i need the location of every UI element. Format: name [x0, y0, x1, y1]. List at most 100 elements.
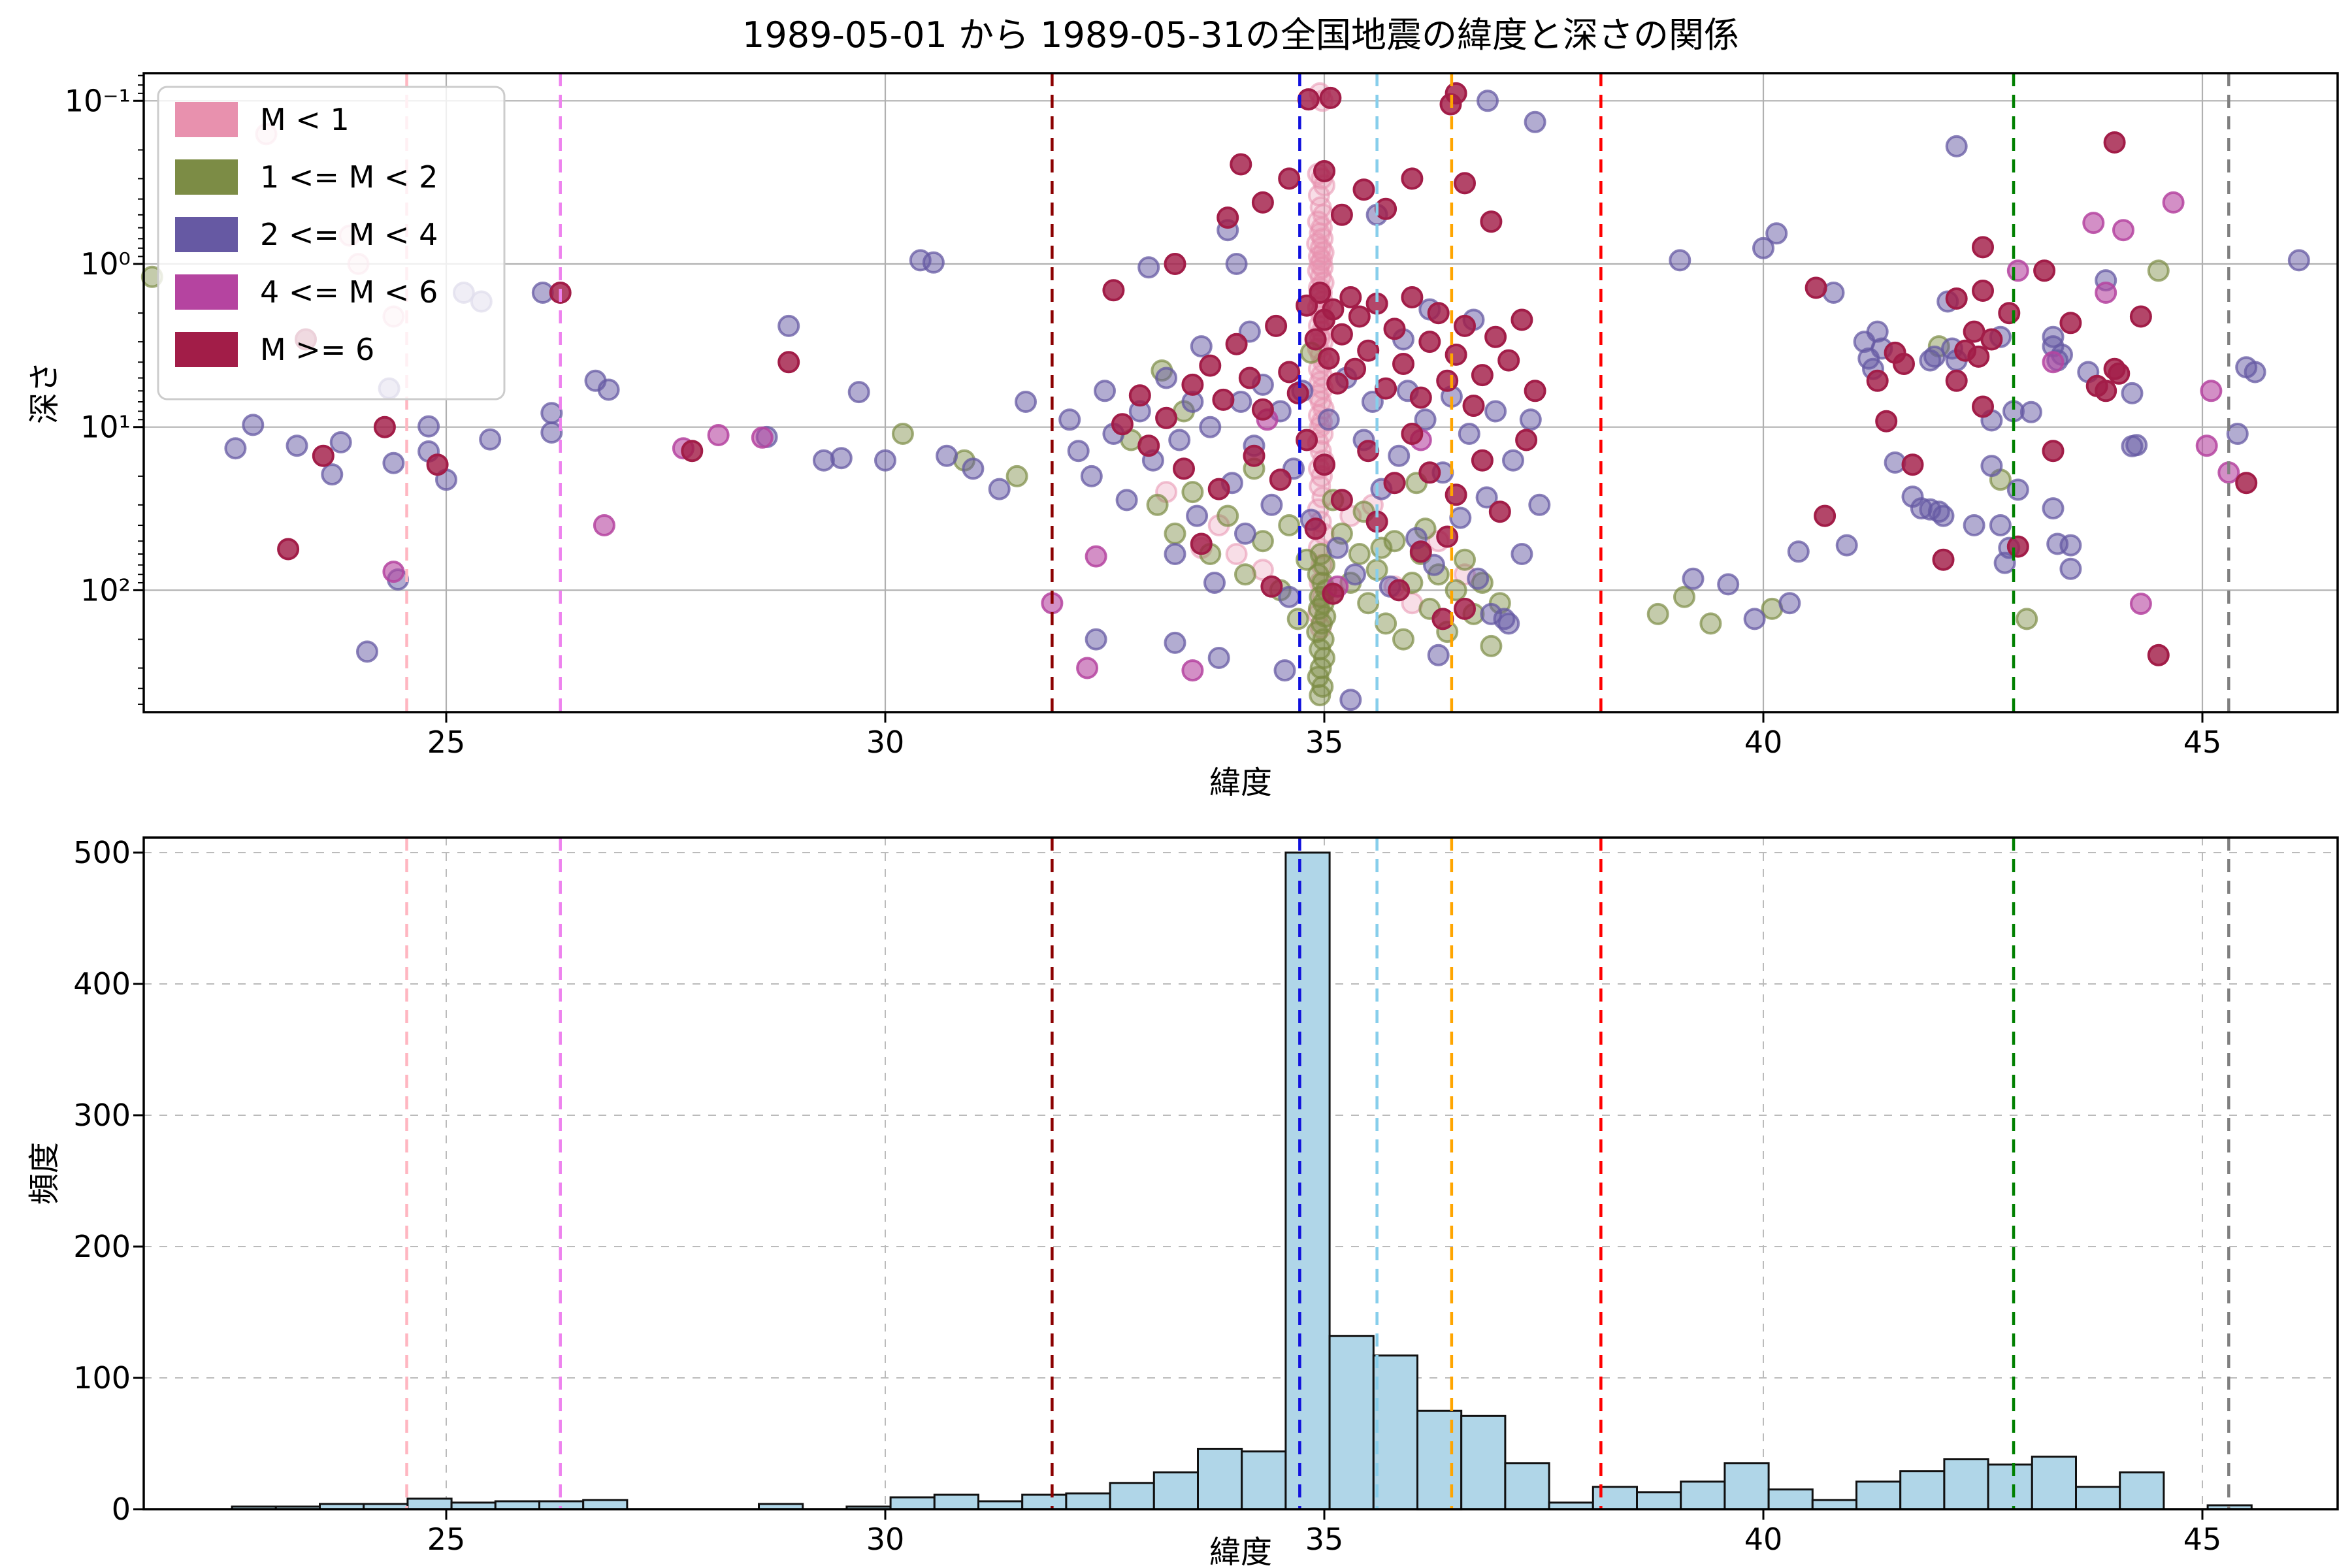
- scatter-point: [830, 447, 853, 470]
- scatter-point: [1181, 481, 1204, 504]
- hist-bar: [1241, 1450, 1287, 1511]
- hist-bar: [1152, 1471, 1200, 1511]
- scatter-point: [1199, 354, 1222, 377]
- scatter-point: [1278, 167, 1301, 190]
- scatter-point: [1787, 540, 1810, 563]
- legend-label: 1 <= M < 2: [260, 159, 438, 195]
- scatter-point: [1963, 514, 1985, 536]
- scatter-point: [2033, 259, 2056, 282]
- scatter-point: [224, 437, 247, 460]
- scatter-point: [1313, 160, 1335, 182]
- scatter-point: [1348, 305, 1371, 328]
- scatter-point: [1484, 400, 1507, 423]
- scatter-point: [988, 478, 1011, 500]
- hist-y-tick-label: 200: [73, 1229, 131, 1264]
- scatter-point: [1475, 486, 1498, 509]
- scatter-point: [1752, 237, 1774, 259]
- scatter-x-tick-label: 35: [1305, 725, 1344, 760]
- scatter-point: [242, 414, 265, 436]
- scatter-point: [1286, 608, 1309, 630]
- scatter-point: [1186, 504, 1209, 527]
- scatter-point: [1273, 659, 1296, 682]
- scatter-point: [2042, 497, 2065, 520]
- legend-swatch: [175, 159, 238, 195]
- scatter-point: [1972, 395, 1994, 418]
- scatter-point: [1357, 592, 1380, 615]
- scatter-point: [1497, 612, 1520, 635]
- scatter-point: [1427, 302, 1450, 325]
- scatter-point: [1524, 380, 1546, 402]
- scatter-point: [1477, 90, 1499, 112]
- scatter-point: [277, 538, 300, 561]
- hist-grid: [144, 838, 2338, 1509]
- hist-bar: [889, 1496, 936, 1511]
- scatter-point: [1980, 328, 2003, 351]
- scatter-point: [2059, 557, 2082, 580]
- scatter-point: [1743, 608, 1766, 630]
- scatter-point: [1164, 631, 1186, 654]
- scatter-point: [1207, 647, 1230, 669]
- scatter-point: [1989, 514, 2012, 536]
- scatter-point: [1511, 308, 1533, 331]
- legend-swatch: [175, 332, 238, 367]
- scatter-point: [382, 561, 405, 583]
- scatter-point: [1313, 453, 1335, 476]
- scatter-point: [1357, 440, 1380, 463]
- scatter-point: [1357, 339, 1380, 362]
- scatter-point: [1260, 575, 1283, 598]
- legend-swatch: [175, 217, 238, 252]
- scatter-point: [1497, 349, 1520, 372]
- scatter-point: [1304, 328, 1327, 351]
- scatter-point: [2103, 131, 2126, 154]
- scatter-point: [1278, 585, 1301, 608]
- scatter-point: [2006, 478, 2029, 501]
- legend-swatch: [175, 102, 238, 137]
- hist-bar: [2031, 1456, 2078, 1511]
- scatter-point: [479, 428, 502, 451]
- scatter-point: [1445, 483, 1467, 506]
- scatter-point: [2200, 380, 2223, 402]
- scatter-point: [321, 463, 344, 486]
- scatter-point: [1967, 345, 1990, 368]
- scatter-point: [1005, 465, 1028, 487]
- scatter-point: [1164, 253, 1186, 275]
- hist-bar: [1636, 1491, 1682, 1511]
- scatter-point: [1225, 253, 1248, 275]
- scatter-point: [1945, 135, 1968, 157]
- scatter-point: [2244, 361, 2266, 384]
- scatter-point: [1901, 453, 1924, 476]
- scatter-point: [1418, 461, 1441, 484]
- scatter-x-tick-label: 40: [1744, 725, 1783, 760]
- legend-label: 2 <= M < 4: [260, 217, 438, 252]
- scatter-point: [1401, 423, 1424, 445]
- hist-bar: [2075, 1486, 2121, 1511]
- hist-bar: [1723, 1462, 1770, 1511]
- scatter-point: [1339, 689, 1362, 711]
- scatter-point: [1519, 408, 1542, 431]
- scatter-point: [1251, 398, 1274, 421]
- scatter-x-tick-label: 25: [427, 725, 466, 760]
- legend-label: M >= 6: [260, 332, 374, 367]
- scatter-point: [1330, 203, 1353, 226]
- histogram-plot: 25 30 35 40 45 0 100 200 300 400 500: [73, 835, 2339, 1557]
- scatter-point: [1238, 367, 1261, 389]
- scatter-point: [707, 424, 730, 446]
- scatter-point: [593, 514, 615, 536]
- scatter-point: [2019, 400, 2042, 423]
- scatter-point: [1190, 335, 1213, 358]
- hist-bars: [231, 851, 2253, 1511]
- scatter-plot: 25 30 35 40 45 10⁻¹ 10⁰ 10¹ 10² M < 1 1 <= M < 2 2 …: [65, 72, 2339, 760]
- scatter-point: [1015, 391, 1037, 413]
- scatter-point: [2121, 435, 2144, 457]
- scatter-point: [1445, 343, 1467, 366]
- scatter-point: [1993, 551, 2016, 574]
- scatter-point: [373, 416, 396, 438]
- scatter-x-tick-label: 30: [866, 725, 905, 760]
- scatter-point: [1454, 172, 1476, 195]
- hist-bar: [1460, 1414, 1507, 1511]
- scatter-point: [1458, 423, 1480, 445]
- scatter-point: [2095, 282, 2117, 304]
- scatter-point: [1383, 318, 1406, 340]
- scatter-point: [1445, 579, 1467, 602]
- scatter-point: [1217, 504, 1239, 527]
